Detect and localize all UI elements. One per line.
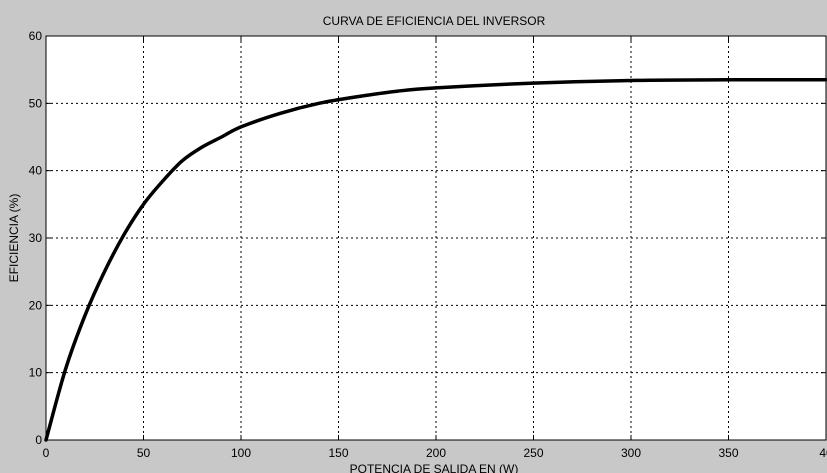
x-axis-label: POTENCIA DE SALIDA EN (W) <box>350 462 519 473</box>
y-tick-label: 40 <box>29 164 43 178</box>
x-tick-label: 200 <box>426 446 446 460</box>
efficiency-curve <box>44 77 827 442</box>
y-tick-label: 10 <box>29 366 43 380</box>
x-tick-label: 40 <box>819 446 827 460</box>
y-tick-labels: 0 10 20 30 40 50 60 <box>29 29 43 447</box>
y-tick-label: 20 <box>29 298 43 312</box>
x-tick-label: 350 <box>718 446 738 460</box>
x-tick-label: 300 <box>621 446 641 460</box>
y-tick-label: 50 <box>29 96 43 110</box>
x-tick-labels: 0 50 100 150 200 250 300 350 40 <box>43 446 827 460</box>
grid <box>46 36 826 440</box>
x-tick-label: 50 <box>137 446 151 460</box>
x-tick-label: 250 <box>523 446 543 460</box>
x-tick-label: 100 <box>231 446 251 460</box>
chart-title: CURVA DE EFICIENCIA DEL INVERSOR <box>323 14 546 28</box>
tick-marks <box>45 35 827 441</box>
y-tick-label: 60 <box>29 29 43 43</box>
x-tick-label: 0 <box>43 446 50 460</box>
y-tick-label: 30 <box>29 231 43 245</box>
y-tick-label: 0 <box>35 433 42 447</box>
y-axis-label: EFICIENCIA (%) <box>7 194 21 283</box>
x-tick-label: 150 <box>328 446 348 460</box>
